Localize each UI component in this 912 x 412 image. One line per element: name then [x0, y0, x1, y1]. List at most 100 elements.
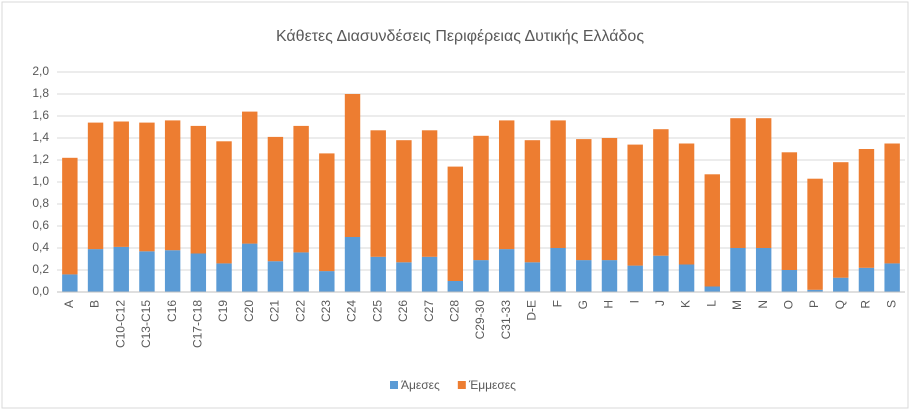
bar-segment [396, 140, 412, 263]
bar-segment [498, 249, 515, 292]
x-tick-label: G [576, 300, 590, 309]
x-tick-label: C28 [447, 300, 461, 322]
bar-segment [293, 125, 309, 253]
x-tick-label: C20 [242, 300, 256, 322]
bar-segment [139, 122, 155, 252]
legend-swatch [457, 381, 466, 389]
bar-segment [576, 139, 592, 261]
y-tick-label: 0,6 [32, 218, 49, 232]
bar-segment [242, 243, 258, 292]
x-tick-label: H [602, 300, 616, 309]
bar-segment [807, 178, 823, 290]
bar-segment [653, 129, 669, 256]
bar-segment [242, 111, 258, 244]
bar-segment [267, 136, 284, 262]
bar-segment [524, 140, 541, 263]
x-tick-label: C24 [345, 300, 359, 322]
bar-segment [678, 264, 695, 292]
x-tick-label: C17-C18 [191, 300, 205, 348]
x-tick-label: C29-30 [473, 300, 487, 340]
bar-segment [627, 144, 643, 266]
x-tick-label: C22 [293, 300, 307, 322]
bar-segment [833, 277, 849, 292]
bar-segment [113, 121, 129, 247]
x-tick-label: S [884, 300, 898, 308]
bar-segment [781, 270, 798, 292]
bar-segment [833, 162, 849, 278]
x-tick-label: B [88, 300, 102, 308]
x-tick-label: D-E [525, 300, 539, 321]
bar-segment [190, 125, 207, 254]
bar-segment [807, 289, 823, 292]
bar-segment [190, 253, 207, 292]
bar-segment [550, 248, 566, 292]
y-tick-label: 0,2 [32, 262, 49, 276]
bar-segment [293, 252, 309, 292]
x-tick-label: M [730, 300, 744, 310]
bar-segment [370, 130, 386, 257]
bar-segment [884, 143, 900, 264]
x-tick-label: N [756, 300, 770, 309]
bar-segment [216, 141, 232, 264]
x-tick-label: C21 [268, 300, 282, 322]
bar-segment [884, 263, 900, 292]
bar-segment [781, 152, 798, 270]
bar-segment [87, 122, 104, 250]
x-tick-label: C26 [396, 300, 410, 322]
bar-segment [576, 260, 592, 292]
bar-segment [319, 153, 335, 272]
x-tick-label: P [807, 300, 821, 308]
bar-segment [396, 262, 412, 292]
bar-segment [164, 120, 181, 251]
x-tick-label: A [62, 300, 76, 308]
bar-segment [550, 120, 566, 248]
bar-segment [344, 237, 361, 292]
bar-segment [653, 255, 669, 292]
bar-segment [113, 246, 129, 292]
bar-segment [524, 262, 541, 292]
bar-segment [421, 256, 438, 292]
y-tick-label: 1,2 [32, 152, 49, 166]
bar-segment [730, 118, 746, 248]
y-tick-label: 2,0 [32, 64, 49, 78]
bar-segment [319, 271, 335, 292]
x-tick-label: C25 [370, 300, 384, 322]
bar-segment [344, 94, 361, 237]
x-tick-label: Q [833, 300, 847, 309]
x-tick-label: F [550, 300, 564, 307]
x-tick-label: C23 [319, 300, 333, 322]
bar-segment [678, 143, 695, 265]
bar-segment [139, 251, 155, 292]
x-tick-label: C10-C12 [113, 300, 127, 348]
y-tick-label: 1,8 [32, 86, 49, 100]
bar-segment [370, 256, 386, 292]
x-tick-label: C13-C15 [139, 300, 153, 348]
x-tick-label: O [782, 300, 796, 309]
y-tick-label: 0,8 [32, 196, 49, 210]
legend-label: Άμεσες [401, 378, 440, 392]
y-tick-label: 1,4 [32, 130, 49, 144]
bar-segment [704, 174, 720, 287]
bar-segment [62, 157, 78, 275]
bar-segment [164, 250, 181, 292]
x-tick-label: C31-33 [499, 300, 513, 340]
y-tick-label: 1,6 [32, 108, 49, 122]
y-tick-label: 1,0 [32, 174, 49, 188]
bar-segment [447, 166, 464, 281]
chart-title: Κάθετες Διασυνδέσεις Περιφέρειας Δυτικής… [276, 28, 644, 45]
bar-segment [62, 274, 78, 292]
bar-segment [627, 265, 643, 292]
x-tick-label: C19 [216, 300, 230, 322]
bar-segment [755, 118, 772, 248]
y-tick-label: 0,4 [32, 240, 49, 254]
x-tick-label: I [627, 300, 641, 303]
bar-segment [473, 260, 489, 292]
bar-segment [601, 260, 618, 292]
x-tick-label: J [653, 300, 667, 306]
bar-segment [498, 120, 515, 250]
legend-label: Έμμεσες [468, 378, 516, 392]
x-tick-label: K [679, 300, 693, 308]
bar-segment [755, 248, 772, 292]
bar-segment [447, 281, 464, 292]
